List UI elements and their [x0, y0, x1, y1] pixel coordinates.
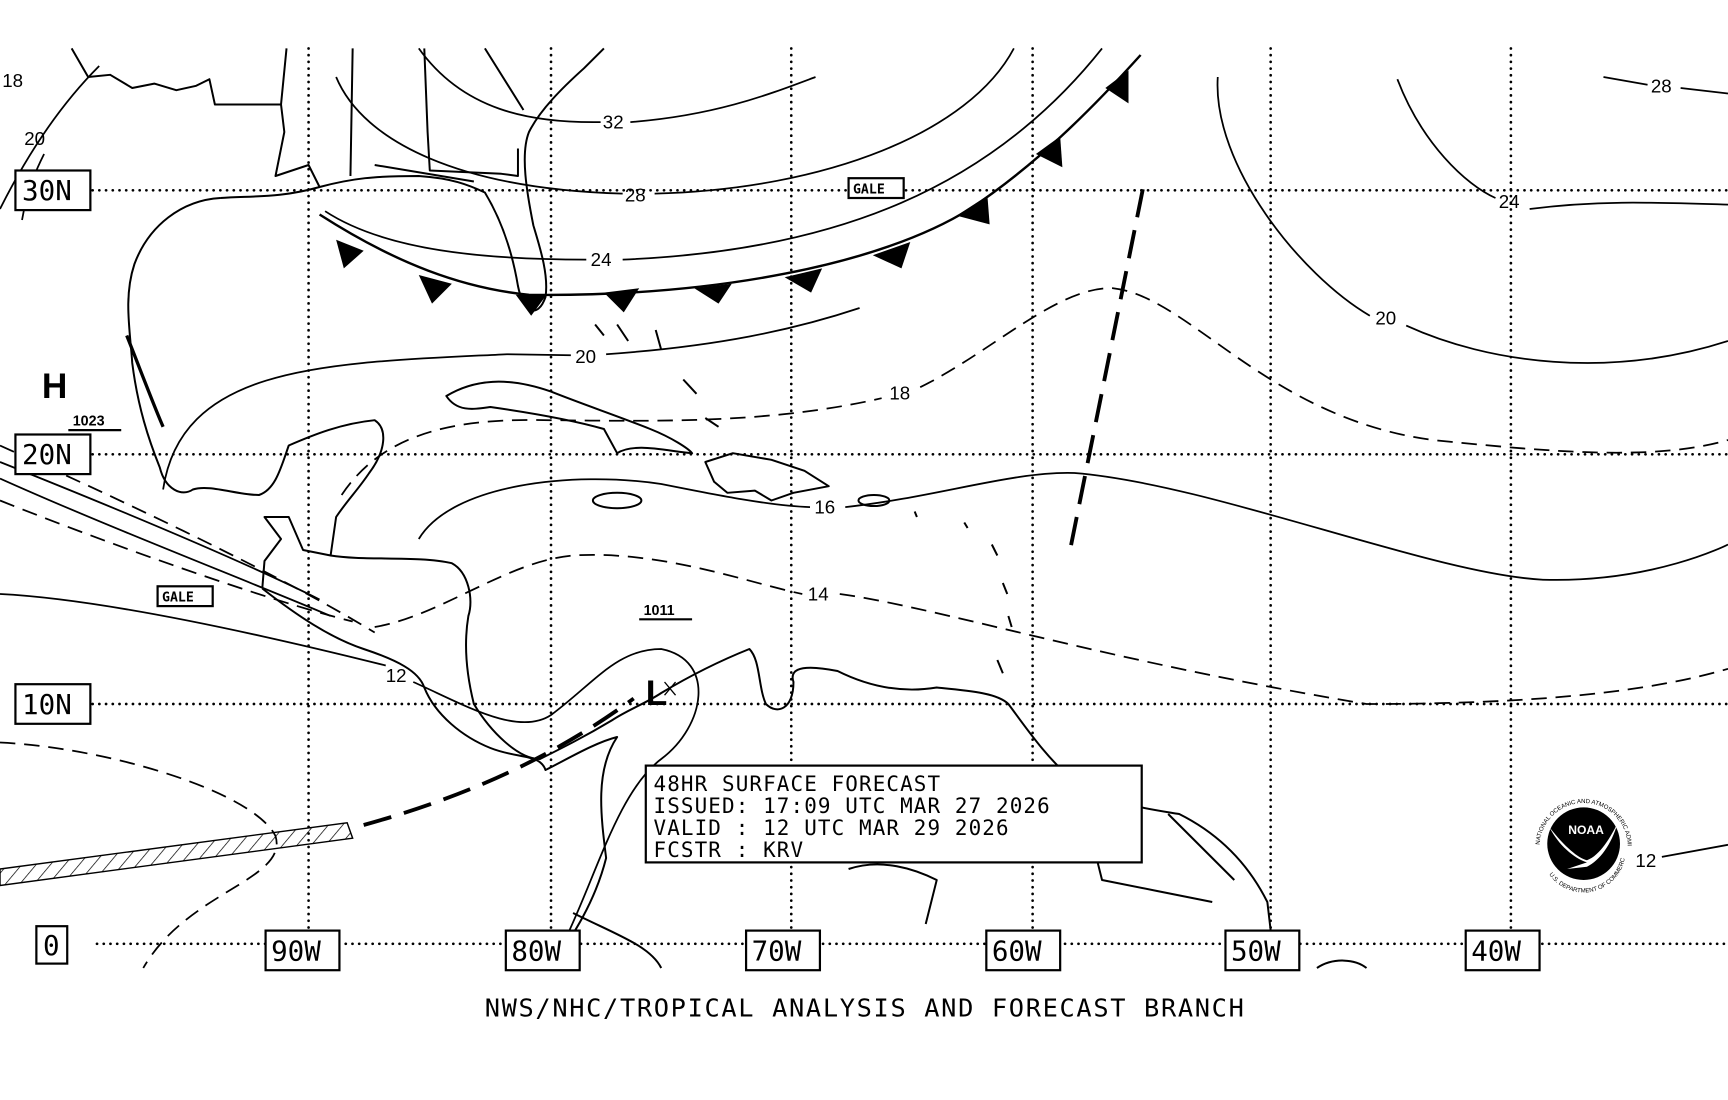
svg-text:50W: 50W — [1231, 935, 1281, 967]
isobar-label: 12 — [386, 665, 407, 686]
cold-front — [318, 54, 1142, 316]
svg-text:10N: 10N — [22, 689, 72, 721]
footer-credit: NWS/NHC/TROPICAL ANALYSIS AND FORECAST B… — [485, 992, 1246, 1022]
product-title: 48HR SURFACE FORECAST — [654, 772, 942, 796]
latitude-labels: 30N 20N 10N 0 — [14, 169, 92, 965]
svg-text:20N: 20N — [22, 439, 72, 471]
isobar-label: 20 — [575, 346, 596, 367]
low-pressure-center: L — [646, 674, 668, 713]
isobar-label: 32 — [603, 112, 624, 133]
isobar-label: 18 — [889, 382, 910, 403]
issued-time: ISSUED: 17:09 UTC MAR 27 2026 — [654, 794, 1051, 818]
isobar-label: 18 — [2, 70, 23, 91]
svg-text:60W: 60W — [992, 935, 1042, 967]
svg-text:30N: 30N — [22, 175, 72, 207]
troughs — [125, 188, 1145, 827]
isobar-labels: 18 20 32 28 24 20 18 16 14 12 28 24 20 1… — [2, 70, 1671, 871]
high-pressure-center: H — [42, 367, 67, 406]
itcz-hatched-band — [0, 822, 354, 887]
svg-text:70W: 70W — [752, 935, 802, 967]
isobar-label: 24 — [1499, 191, 1520, 212]
svg-text:U.S. DEPARTMENT OF COMMERCE: U.S. DEPARTMENT OF COMMERCE — [0, 0, 1627, 894]
svg-text:GALE: GALE — [853, 183, 885, 198]
isobar-label: 20 — [24, 128, 45, 149]
noaa-logo: NOAA NATIONAL OCEANIC AND ATMOSPHERIC AD… — [0, 0, 1633, 894]
svg-text:80W: 80W — [511, 935, 561, 967]
svg-text:90W: 90W — [271, 935, 321, 967]
forecaster: FCSTR : KRV — [654, 838, 805, 862]
isobar-label: 12 — [1635, 850, 1656, 871]
isobar-label: 28 — [1651, 75, 1672, 96]
svg-text:GALE: GALE — [162, 591, 194, 606]
isobar-label: 24 — [591, 249, 612, 270]
lat-lon-grid — [91, 47, 1728, 946]
isobar-label: 16 — [814, 497, 835, 518]
forecast-info-box: 48HR SURFACE FORECAST ISSUED: 17:09 UTC … — [644, 764, 1143, 864]
gale-warning: GALE — [156, 585, 214, 608]
svg-text:0: 0 — [43, 930, 60, 962]
longitude-labels: 90W 80W 70W 60W 50W 40W — [264, 929, 1541, 972]
gale-warning: GALE — [847, 177, 905, 200]
valid-time: VALID : 12 UTC MAR 29 2026 — [654, 816, 1010, 840]
svg-text:NOAA: NOAA — [1568, 823, 1604, 837]
isobar-label: 14 — [808, 584, 829, 605]
svg-text:NATIONAL OCEANIC AND ATMOSPHER: NATIONAL OCEANIC AND ATMOSPHERIC ADMINIS… — [0, 0, 1632, 847]
isobar-label: 28 — [625, 184, 646, 205]
svg-text:40W: 40W — [1471, 935, 1521, 967]
isobars — [0, 47, 1728, 969]
low-pressure-value: 1011 — [644, 603, 675, 619]
isobar-label: 20 — [1375, 308, 1396, 329]
high-pressure-value: 1023 — [73, 414, 105, 430]
